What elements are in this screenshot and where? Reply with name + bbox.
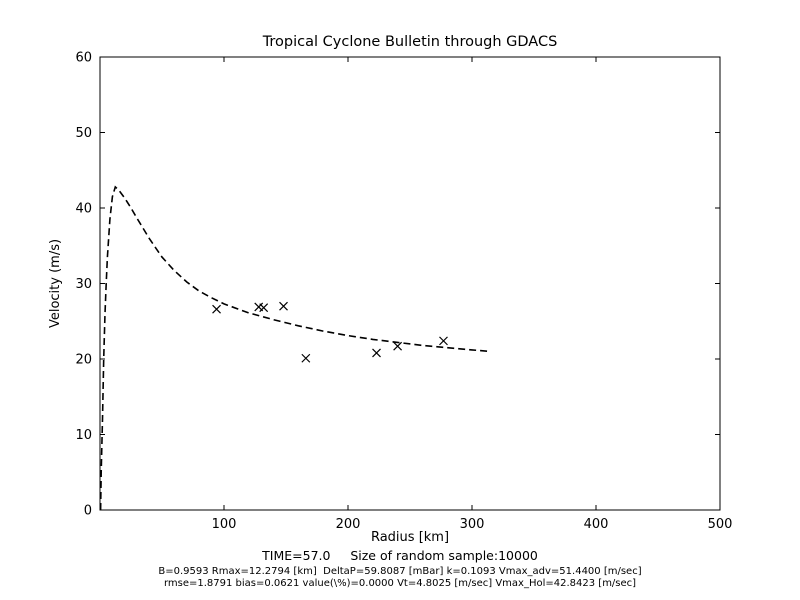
x-tick-label: 500 <box>708 517 733 532</box>
x-tick-label: 300 <box>460 517 485 532</box>
y-tick-label: 0 <box>84 504 92 519</box>
x-tick-label: 400 <box>584 517 609 532</box>
footer-params-line2: rmse=1.8791 bias=0.0621 value(\%)=0.0000… <box>163 578 637 589</box>
footer-time-sample-text: TIME=57.0 Size of random sample:10000 <box>262 548 538 563</box>
y-axis-ticks: 0 10 20 30 40 50 60 <box>75 51 720 519</box>
observation-markers <box>212 301 448 363</box>
y-tick-label: 30 <box>75 277 92 292</box>
y-tick-label: 60 <box>75 51 92 66</box>
y-tick-label: 40 <box>75 202 92 217</box>
chart-title: Tropical Cyclone Bulletin through GDACS <box>262 34 558 50</box>
x-axis-ticks: 100 200 300 400 500 <box>212 57 733 532</box>
y-tick-label: 10 <box>75 428 92 443</box>
holland-profile-curve <box>99 185 491 511</box>
y-tick-label: 50 <box>75 126 92 141</box>
x-axis-label: Radius [km] <box>370 530 450 545</box>
x-tick-label: 100 <box>212 517 237 532</box>
y-tick-label: 20 <box>75 353 92 368</box>
x-tick-label: 200 <box>336 517 361 532</box>
footer-params-line1: B=0.9593 Rmax=12.2794 [km] DeltaP=59.808… <box>158 566 642 577</box>
axes-frame <box>99 56 721 511</box>
y-axis-label: Velocity (m/s) <box>48 238 63 329</box>
